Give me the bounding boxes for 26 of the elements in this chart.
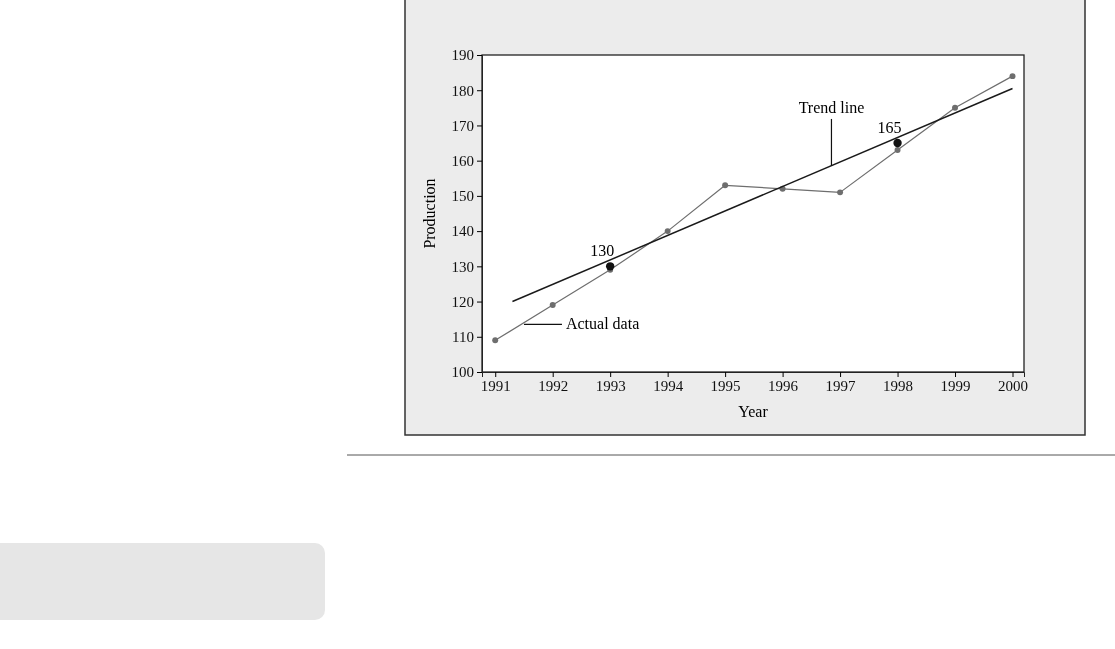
y-tick-label: 120 xyxy=(451,293,474,310)
x-tick-label: 1997 xyxy=(825,377,857,394)
y-tick-label: 150 xyxy=(451,188,474,205)
x-tick-label: 1996 xyxy=(768,377,799,394)
y-tick-label: 110 xyxy=(452,329,474,346)
y-tick-label: 160 xyxy=(451,152,474,169)
data-label: 165 xyxy=(877,119,902,137)
annotation: Trend line xyxy=(798,98,865,116)
y-tick-label: 180 xyxy=(451,82,474,99)
x-tick-label: 1992 xyxy=(538,377,569,394)
y-tick-label: 190 xyxy=(451,47,474,64)
x-tick-label: 1995 xyxy=(710,377,741,394)
data-label: 130 xyxy=(590,242,615,260)
x-tick-label: 1998 xyxy=(883,377,914,394)
y-tick-label: 170 xyxy=(451,117,474,134)
x-tick-label: 1991 xyxy=(480,377,511,394)
y-tick-label: 130 xyxy=(451,258,474,275)
annotation: Actual data xyxy=(565,315,640,333)
y-tick-label: 100 xyxy=(451,364,474,381)
x-tick-label: 1999 xyxy=(940,377,971,394)
x-tick-label: 1993 xyxy=(595,377,626,394)
y-tick-label: 140 xyxy=(451,223,474,240)
y-axis-title: Production xyxy=(421,178,438,249)
x-tick-label: 2000 xyxy=(998,377,1028,394)
x-axis-title: Year xyxy=(738,403,769,420)
x-tick-label: 1994 xyxy=(653,377,684,394)
